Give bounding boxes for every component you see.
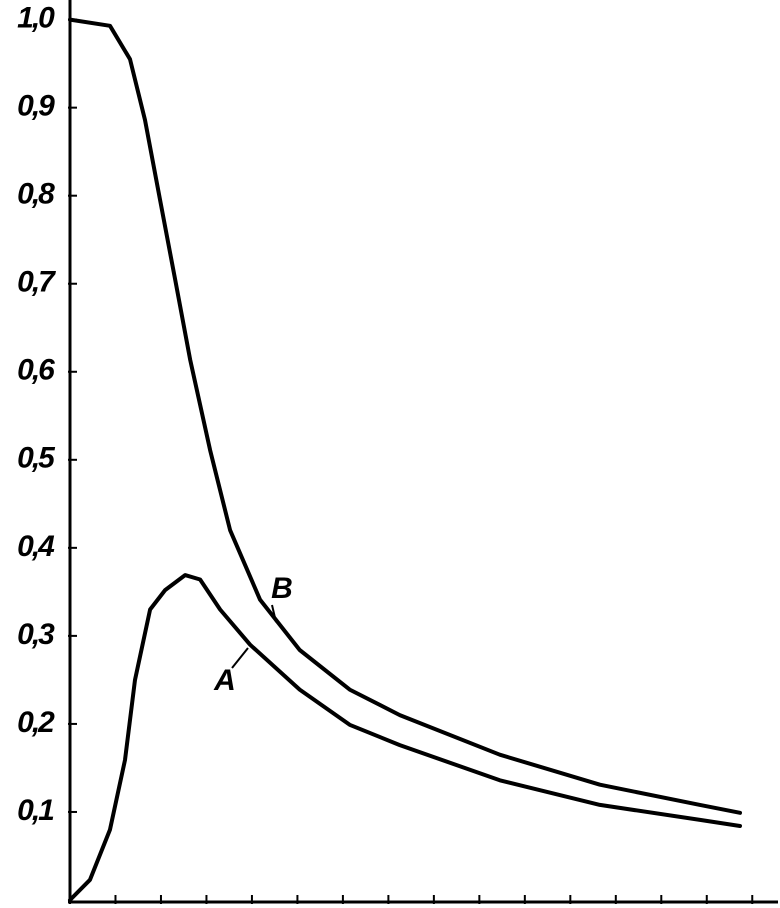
y-tick-label: 0,6 xyxy=(17,354,55,387)
y-tick-label: 0,1 xyxy=(17,794,54,827)
line-b xyxy=(68,17,742,815)
y-tick-label: 0,5 xyxy=(17,442,56,475)
y-tick-label: 0,9 xyxy=(17,90,55,123)
line-a xyxy=(68,573,742,902)
label-leader xyxy=(231,647,249,669)
label-leader xyxy=(271,604,277,623)
y-tick-label: 0,4 xyxy=(17,530,55,563)
y-tick-label: 0,2 xyxy=(17,706,55,739)
y-tick-label: 0,3 xyxy=(17,618,55,651)
y-tick-label: 0,7 xyxy=(17,266,56,299)
series-label: B xyxy=(271,572,293,605)
y-tick-label: 1,0 xyxy=(17,2,55,35)
y-tick-label: 0,8 xyxy=(17,178,55,211)
series-label: A xyxy=(213,664,236,697)
